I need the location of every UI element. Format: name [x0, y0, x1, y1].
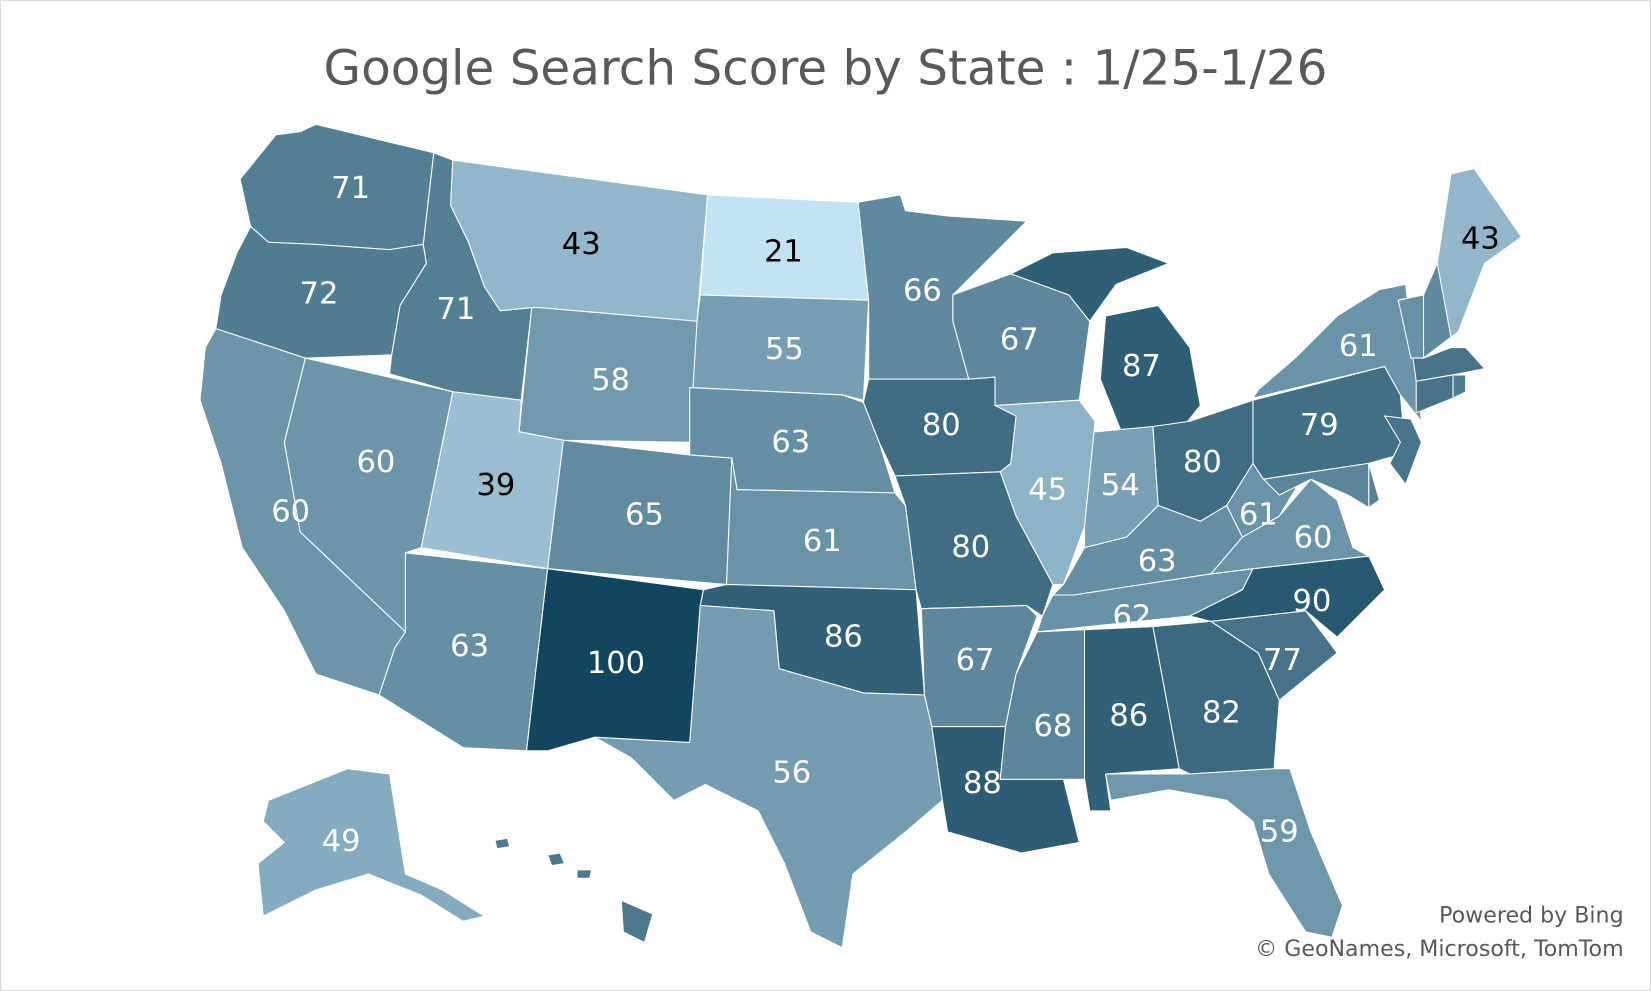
labels-layer: 71 72 71 43 21 55 58 63 65 61 86 56 100 63 39 60 60 66 80 8… — [271, 171, 1500, 859]
state-label-nm: 100 — [587, 646, 645, 681]
state-label-mo: 80 — [951, 530, 990, 565]
attribution-sources: © GeoNames, Microsoft, TomTom — [1255, 936, 1624, 962]
state-label-mi: 87 — [1122, 349, 1161, 384]
state-label-pa: 79 — [1300, 408, 1339, 443]
state-label-wi: 67 — [1000, 323, 1039, 358]
state-label-me: 43 — [1461, 222, 1500, 257]
state-label-wv: 61 — [1239, 498, 1278, 533]
state-nm[interactable] — [525, 568, 704, 752]
state-label-ga: 82 — [1202, 695, 1241, 730]
state-label-co: 65 — [625, 498, 664, 533]
state-label-va: 60 — [1294, 521, 1333, 556]
state-hi[interactable] — [576, 869, 593, 879]
states-layer — [199, 123, 1523, 949]
state-label-ny: 61 — [1339, 329, 1378, 364]
state-ca[interactable] — [199, 328, 406, 696]
state-hi[interactable] — [620, 899, 654, 943]
state-label-ks: 61 — [803, 524, 842, 559]
state-label-oh: 80 — [1183, 445, 1222, 480]
state-label-id: 71 — [436, 292, 475, 327]
state-mi[interactable] — [1099, 304, 1201, 433]
state-nc[interactable] — [1189, 555, 1386, 638]
state-label-ak: 49 — [322, 824, 361, 859]
state-label-ca: 60 — [271, 494, 310, 529]
state-mt[interactable] — [450, 159, 709, 322]
state-label-ia: 80 — [922, 408, 961, 443]
state-ak[interactable] — [257, 768, 485, 922]
state-label-fl: 59 — [1260, 814, 1299, 849]
state-label-mt: 43 — [562, 227, 601, 262]
state-label-nv: 60 — [356, 445, 395, 480]
state-label-al: 86 — [1109, 699, 1148, 734]
state-label-ar: 67 — [956, 643, 995, 678]
state-label-in: 54 — [1101, 468, 1140, 503]
state-label-ky: 63 — [1138, 544, 1177, 579]
state-label-sc: 77 — [1263, 643, 1302, 678]
state-tx[interactable] — [594, 605, 943, 949]
state-label-il: 45 — [1028, 472, 1067, 507]
state-label-ut: 39 — [477, 468, 516, 503]
state-mi[interactable] — [1010, 247, 1170, 322]
state-fl[interactable] — [1105, 768, 1344, 938]
state-label-sd: 55 — [765, 332, 804, 367]
state-label-az: 63 — [450, 629, 489, 664]
state-label-la: 88 — [963, 766, 1002, 801]
state-label-mn: 66 — [903, 273, 942, 308]
state-hi[interactable] — [494, 837, 511, 850]
state-label-nd: 21 — [764, 234, 803, 269]
state-label-ok: 86 — [824, 620, 863, 655]
state-label-wy: 58 — [591, 363, 630, 398]
state-label-wa: 71 — [331, 171, 370, 206]
state-label-tx: 56 — [772, 756, 811, 791]
state-label-ms: 68 — [1034, 709, 1073, 744]
state-de[interactable] — [1368, 462, 1380, 509]
state-hi[interactable] — [546, 852, 565, 867]
attribution-bing: Powered by Bing — [1439, 902, 1624, 928]
state-label-nc: 90 — [1293, 584, 1332, 619]
state-ms[interactable] — [999, 629, 1086, 780]
state-label-tn: 62 — [1112, 600, 1151, 635]
state-ri[interactable] — [1452, 374, 1467, 399]
state-label-ne: 63 — [771, 425, 810, 460]
state-label-or: 72 — [300, 276, 339, 311]
map-title: Google Search Score by State : 1/25-1/26 — [324, 40, 1328, 96]
state-il[interactable] — [994, 399, 1096, 585]
state-nj[interactable] — [1384, 415, 1422, 485]
